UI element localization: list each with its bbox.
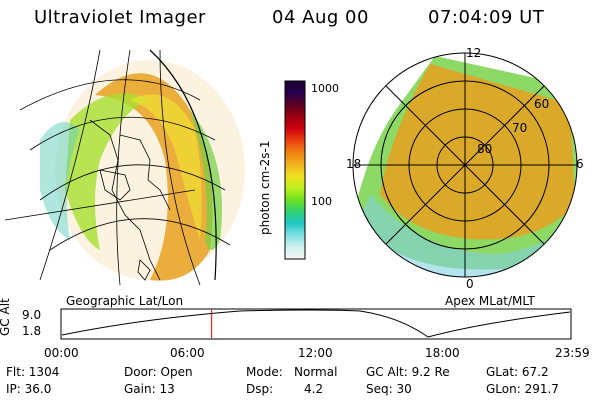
alt-xtick-1: 06:00 <box>170 346 205 360</box>
ip-field: IP: 36.0 <box>6 382 52 396</box>
dsp-label: Dsp: <box>246 382 274 396</box>
mode-label: Mode: <box>246 365 283 379</box>
alt-xtick-4: 23:59 <box>555 346 590 360</box>
geographic-map <box>4 49 245 286</box>
gc-alt-field: GC Alt: 9.2 Re <box>366 365 450 379</box>
colorbar <box>284 80 306 260</box>
dsp-value: 4.2 <box>304 382 324 396</box>
mlat-70-label: 70 <box>512 121 528 135</box>
right-map-caption: Apex MLat/MLT <box>445 294 535 308</box>
alt-xtick-0: 00:00 <box>44 346 79 360</box>
mode-value: Normal <box>294 365 338 379</box>
colorbar-label: photon cm-2s-1 <box>258 140 272 236</box>
mlat-60-label: 60 <box>534 97 550 111</box>
seq-field: Seq: 30 <box>366 382 412 396</box>
alt-plot-ylabel: GC Alt <box>0 298 12 336</box>
app-title: Ultraviolet Imager <box>34 7 206 28</box>
mlt-0-label: 0 <box>466 277 474 291</box>
left-map-caption: Geographic Lat/Lon <box>66 294 184 308</box>
colorbar-tick-100: 100 <box>311 195 332 208</box>
glat-field: GLat: 67.2 <box>486 365 549 379</box>
polar-map <box>352 52 578 278</box>
altitude-plot <box>60 308 572 340</box>
alt-xtick-3: 18:00 <box>425 346 460 360</box>
mlt-18-label: 18 <box>346 157 362 171</box>
alt-xtick-2: 12:00 <box>298 346 333 360</box>
time-label: 07:04:09 UT <box>428 7 545 28</box>
mlat-80-label: 80 <box>477 142 493 156</box>
colorbar-tick-1000: 1000 <box>311 82 339 95</box>
mlt-6-label: 6 <box>576 157 584 171</box>
date-label: 04 Aug 00 <box>272 7 369 28</box>
alt-ytick-high: 9.0 <box>22 308 42 322</box>
door-field: Door: Open <box>124 365 193 379</box>
glon-field: GLon: 291.7 <box>486 382 559 396</box>
alt-ytick-low: 1.8 <box>22 324 42 338</box>
mlt-12-label: 12 <box>466 46 482 60</box>
flt-field: Flt: 1304 <box>6 365 60 379</box>
gain-field: Gain: 13 <box>124 382 175 396</box>
